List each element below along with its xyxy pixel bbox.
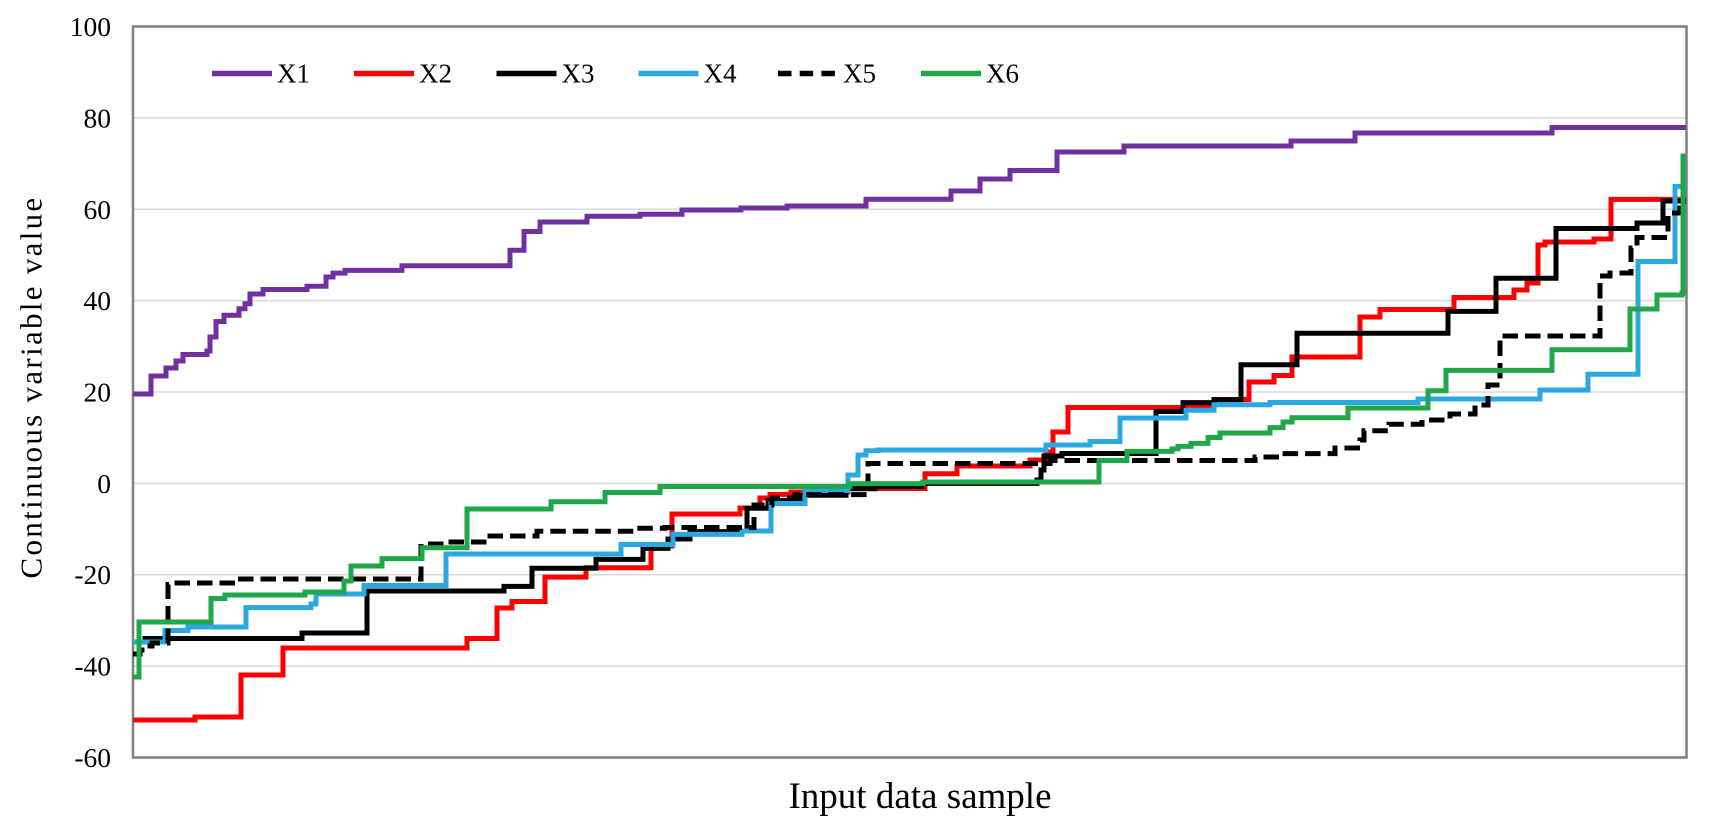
svg-text:X3: X3 xyxy=(562,59,595,89)
svg-text:X4: X4 xyxy=(704,59,737,89)
svg-text:80: 80 xyxy=(84,102,112,133)
svg-text:60: 60 xyxy=(84,194,112,225)
svg-text:-40: -40 xyxy=(74,651,111,682)
svg-text:X5: X5 xyxy=(843,59,876,89)
svg-text:100: 100 xyxy=(70,11,111,42)
svg-text:Continuous variable value: Continuous variable value xyxy=(13,196,48,579)
svg-text:X1: X1 xyxy=(277,59,310,89)
svg-text:Input data sample: Input data sample xyxy=(788,776,1051,817)
svg-text:X2: X2 xyxy=(419,59,452,89)
svg-text:X6: X6 xyxy=(986,59,1019,89)
svg-text:0: 0 xyxy=(97,468,111,499)
svg-text:-20: -20 xyxy=(74,559,111,590)
svg-text:20: 20 xyxy=(84,377,112,408)
svg-text:-60: -60 xyxy=(74,742,111,773)
svg-text:40: 40 xyxy=(84,285,112,316)
